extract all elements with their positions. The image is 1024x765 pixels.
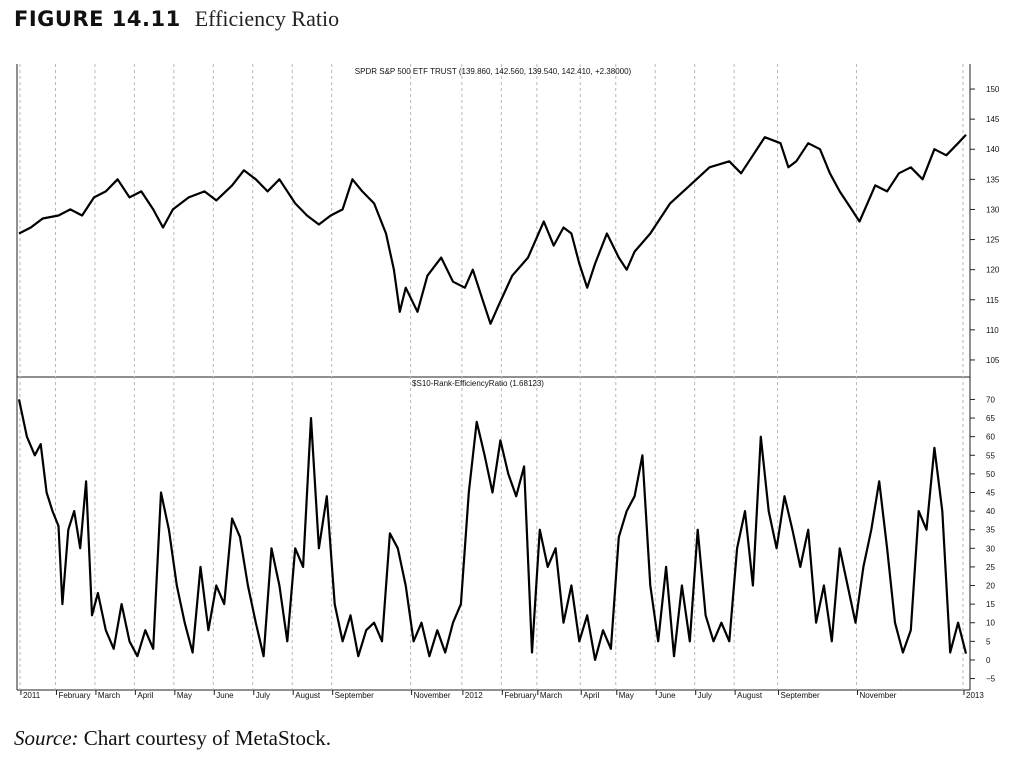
efficiency-panel-title: $S10-Rank-EfficiencyRatio (1.68123) bbox=[412, 379, 544, 388]
source-note: Source: Chart courtesy of MetaStock. bbox=[14, 726, 331, 751]
efficiency-axis-tick-label: 40 bbox=[986, 507, 995, 516]
x-tick-label: April bbox=[583, 691, 599, 700]
x-tick-label: June bbox=[216, 691, 234, 700]
figure-header: FIGURE 14.11 Efficiency Ratio bbox=[14, 6, 339, 40]
price-axis-tick-label: 145 bbox=[986, 115, 1000, 124]
x-tick-label: July bbox=[256, 691, 270, 700]
figure-label: FIGURE 14.11 bbox=[14, 7, 181, 31]
figure-title: Efficiency Ratio bbox=[194, 6, 340, 31]
efficiency-axis-tick-label: 10 bbox=[986, 619, 995, 628]
efficiency-axis-tick-label: 35 bbox=[986, 526, 995, 535]
x-tick-label: September bbox=[335, 691, 374, 700]
efficiency-axis-tick-label: 50 bbox=[986, 470, 995, 479]
x-tick-label: August bbox=[737, 691, 763, 700]
x-tick-label: April bbox=[137, 691, 153, 700]
x-tick-label: May bbox=[619, 691, 634, 700]
price-axis-tick-label: 110 bbox=[986, 326, 999, 335]
x-tick-label: August bbox=[295, 691, 321, 700]
x-tick-label: February bbox=[504, 691, 536, 700]
price-series bbox=[18, 134, 967, 325]
price-panel-title: SPDR S&P 500 ETF TRUST (139.860, 142.560… bbox=[355, 67, 632, 76]
price-axis-tick-label: 125 bbox=[986, 236, 1000, 245]
efficiency-axis-tick-label: 60 bbox=[986, 433, 995, 442]
x-tick-label: May bbox=[177, 691, 192, 700]
efficiency-axis-tick-label: 20 bbox=[986, 582, 995, 591]
efficiency-axis-tick-label: 30 bbox=[986, 544, 995, 553]
efficiency-axis-tick-label: 45 bbox=[986, 488, 995, 497]
price-axis-tick-label: 120 bbox=[986, 266, 1000, 275]
price-axis-tick-label: 150 bbox=[986, 85, 1000, 94]
price-line bbox=[18, 134, 967, 325]
chart-frame bbox=[16, 64, 971, 691]
source-label: Source: bbox=[14, 726, 79, 750]
x-tick-label: 2011 bbox=[23, 691, 41, 700]
efficiency-axis-ticks: −5 0 5 10 15 20 25 30 35 40 45 50 55 60 65 70 bbox=[970, 395, 996, 684]
source-text: Chart courtesy of MetaStock. bbox=[83, 726, 332, 750]
price-axis-tick-label: 105 bbox=[986, 356, 1000, 365]
efficiency-axis-tick-label: 15 bbox=[986, 600, 995, 609]
efficiency-axis-tick-label: 55 bbox=[986, 451, 995, 460]
x-tick-label: June bbox=[658, 691, 676, 700]
price-axis-ticks: 105 110 115 120 125 130 135 140 145 150 bbox=[970, 85, 1000, 365]
x-tick-label: 2013 bbox=[966, 691, 984, 700]
efficiency-axis-tick-label: 5 bbox=[986, 637, 991, 646]
x-tick-label: September bbox=[781, 691, 820, 700]
efficiency-axis-tick-label: 0 bbox=[986, 656, 991, 665]
x-tick-label: 2012 bbox=[465, 691, 483, 700]
price-axis-tick-label: 140 bbox=[986, 145, 1000, 154]
price-panel: SPDR S&P 500 ETF TRUST (139.860, 142.560… bbox=[18, 67, 1000, 365]
price-axis-tick-label: 115 bbox=[986, 296, 999, 305]
x-tick-label: March bbox=[540, 691, 562, 700]
efficiency-series bbox=[17, 399, 968, 662]
price-axis-tick-label: 135 bbox=[986, 175, 1000, 184]
efficiency-panel: $S10-Rank-EfficiencyRatio (1.68123) −5 0 5… bbox=[17, 379, 996, 684]
chart-grid bbox=[19, 64, 964, 690]
x-tick-label: November bbox=[414, 691, 451, 700]
efficiency-axis-tick-label: −5 bbox=[986, 675, 996, 684]
price-axis-tick-label: 130 bbox=[986, 205, 1000, 214]
efficiency-line bbox=[17, 399, 968, 662]
x-axis: 2011 February March April May June July August S… bbox=[20, 690, 984, 700]
efficiency-axis-tick-label: 25 bbox=[986, 563, 995, 572]
x-tick-label: March bbox=[98, 691, 120, 700]
x-tick-label: July bbox=[698, 691, 712, 700]
efficiency-axis-tick-label: 65 bbox=[986, 414, 995, 423]
efficiency-axis-tick-label: 70 bbox=[986, 395, 995, 404]
x-tick-label: February bbox=[58, 691, 90, 700]
x-tick-label: November bbox=[859, 691, 896, 700]
